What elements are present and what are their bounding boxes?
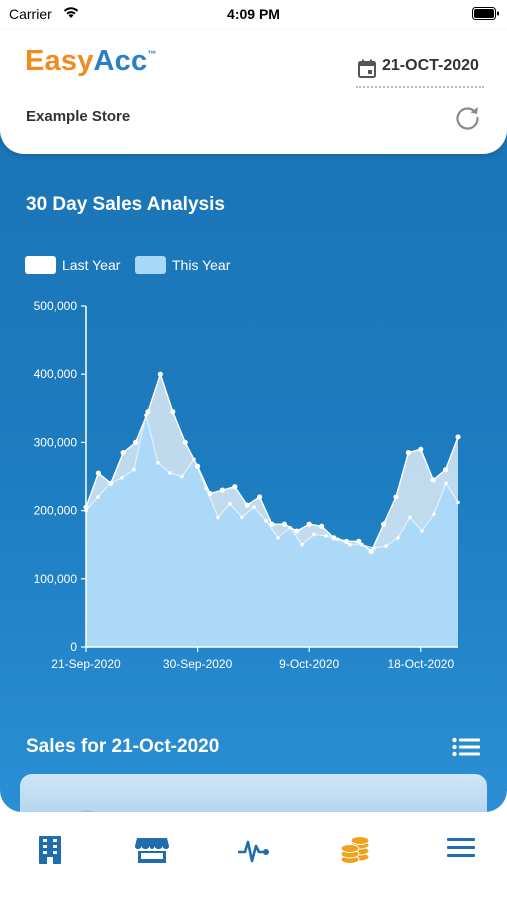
data-point-this-year	[408, 515, 412, 520]
y-tick-label: 100,000	[34, 572, 78, 586]
data-point-this-year	[252, 505, 256, 509]
coins-icon[interactable]	[340, 836, 370, 864]
sales-chart: 0 100,000 200,000 300,000 400,000 500,000 21-S…	[34, 299, 461, 671]
data-point-last-year	[120, 450, 126, 456]
data-point-this-year	[228, 501, 232, 506]
data-point-this-year	[372, 546, 376, 550]
date-picker[interactable]: 21-OCT-2020	[356, 54, 484, 88]
data-point-last-year	[381, 521, 387, 527]
data-point-this-year	[348, 542, 352, 547]
data-point-this-year	[312, 532, 316, 537]
data-point-this-year	[264, 519, 268, 523]
selected-date: 21-OCT-2020	[382, 57, 479, 74]
legend-label-last-year: Last Year	[62, 257, 121, 273]
data-point-this-year	[204, 486, 208, 490]
data-point-this-year	[144, 413, 148, 417]
data-point-this-year	[180, 474, 184, 479]
data-point-last-year	[343, 538, 349, 544]
data-point-this-year	[288, 525, 292, 530]
data-point-last-year	[294, 528, 300, 534]
x-tick-label: 9-Oct-2020	[279, 657, 339, 671]
series-line-this-year	[85, 414, 459, 549]
data-point-this-year	[120, 476, 124, 480]
y-tick-label: 500,000	[34, 299, 78, 313]
y-tick-label: 0	[70, 640, 77, 654]
data-point-this-year	[360, 542, 364, 547]
series-area-this-year	[86, 415, 458, 647]
data-point-this-year	[240, 515, 244, 520]
data-point-last-year	[182, 439, 188, 445]
data-point-this-year	[216, 515, 220, 520]
menu-icon[interactable]	[447, 836, 475, 860]
store-icon[interactable]	[135, 836, 169, 864]
clock-label: 4:09 PM	[227, 6, 280, 22]
data-point-last-year	[219, 487, 225, 493]
store-name: Example Store	[26, 108, 131, 125]
data-point-last-year	[455, 434, 461, 440]
x-tick-label: 30-Sep-2020	[163, 657, 233, 671]
legend-swatch-last-year	[25, 256, 56, 274]
data-point-this-year	[156, 461, 160, 465]
data-point-this-year	[336, 537, 340, 542]
data-point-last-year	[133, 439, 139, 445]
tab-bar	[0, 812, 507, 900]
status-bar: Carrier 4:09 PM	[0, 0, 507, 30]
carrier-label: Carrier	[9, 6, 52, 22]
data-point-last-year	[145, 409, 151, 415]
data-point-this-year	[108, 481, 112, 486]
data-point-this-year	[420, 529, 424, 533]
data-point-this-year	[324, 534, 328, 538]
x-tick-label: 18-Oct-2020	[387, 657, 454, 671]
data-point-last-year	[319, 523, 325, 529]
data-point-this-year	[276, 536, 280, 540]
wifi-icon	[63, 7, 79, 18]
refresh-icon[interactable]	[454, 104, 481, 131]
data-point-this-year	[168, 471, 172, 475]
data-point-last-year	[368, 548, 374, 555]
data-point-last-year	[430, 477, 436, 483]
y-tick-label: 400,000	[34, 367, 78, 381]
data-point-last-year	[418, 446, 424, 452]
header-card: EasyAcc™ 21-OCT-2020 Example Store	[0, 30, 507, 154]
data-point-last-year	[269, 521, 275, 527]
data-point-this-year	[384, 544, 388, 548]
data-point-last-year	[157, 371, 163, 377]
dashboard-background	[0, 30, 507, 812]
data-point-this-year	[396, 536, 400, 540]
chart-title: 30 Day Sales Analysis	[26, 194, 225, 215]
data-point-last-year	[443, 467, 449, 473]
legend-swatch-this-year	[135, 256, 166, 274]
app-logo: EasyAcc™	[25, 45, 157, 77]
data-point-last-year	[257, 494, 263, 500]
sales-section-title: Sales for 21-Oct-2020	[26, 736, 220, 757]
data-point-this-year	[132, 467, 136, 472]
data-point-last-year	[95, 470, 101, 476]
data-point-last-year	[405, 450, 411, 456]
legend-label-this-year: This Year	[172, 257, 231, 273]
x-tick-label: 21-Sep-2020	[51, 657, 121, 671]
data-point-last-year	[232, 484, 238, 490]
data-point-last-year	[170, 409, 176, 415]
data-point-last-year	[244, 502, 250, 508]
data-point-this-year	[300, 542, 304, 547]
data-point-last-year	[195, 463, 201, 469]
y-tick-label: 300,000	[34, 435, 78, 449]
data-point-last-year	[356, 538, 362, 544]
battery-icon	[472, 7, 499, 20]
y-tick-label: 200,000	[34, 504, 78, 518]
data-point-this-year	[192, 457, 196, 462]
data-point-last-year	[306, 521, 312, 527]
calendar-icon	[358, 59, 376, 78]
data-point-last-year	[331, 535, 337, 541]
data-point-this-year	[456, 500, 460, 505]
data-point-last-year	[281, 521, 287, 527]
list-icon[interactable]	[452, 737, 480, 757]
data-point-this-year	[96, 495, 100, 499]
data-point-last-year	[207, 490, 213, 497]
pulse-icon[interactable]	[238, 836, 270, 864]
building-icon[interactable]	[39, 836, 61, 864]
data-point-this-year	[444, 481, 448, 486]
data-point-last-year	[393, 494, 399, 500]
data-point-this-year	[432, 512, 436, 516]
